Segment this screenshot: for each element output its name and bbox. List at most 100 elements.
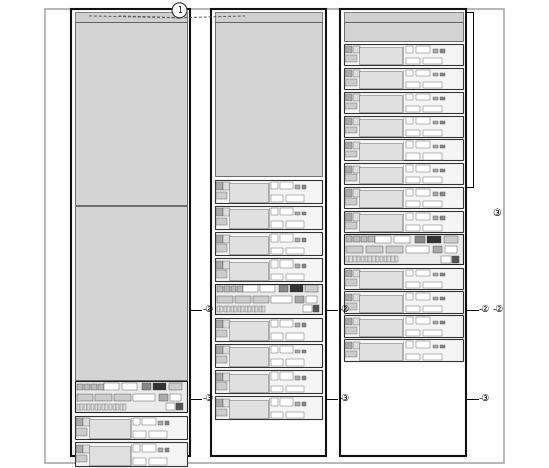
Bar bbox=[440, 168, 445, 172]
Bar bbox=[415, 236, 424, 242]
Bar bbox=[102, 404, 105, 410]
Bar bbox=[216, 218, 227, 226]
Bar bbox=[345, 175, 357, 181]
Bar bbox=[433, 246, 442, 253]
Bar bbox=[433, 273, 438, 277]
Bar bbox=[433, 73, 438, 76]
Bar bbox=[98, 384, 104, 390]
Bar bbox=[216, 356, 227, 364]
Bar bbox=[345, 190, 352, 197]
Bar bbox=[353, 118, 360, 125]
Bar bbox=[76, 445, 82, 453]
Bar bbox=[416, 317, 430, 324]
Bar bbox=[406, 130, 419, 136]
Bar bbox=[346, 256, 349, 262]
Bar bbox=[223, 182, 229, 190]
Bar bbox=[271, 333, 283, 340]
Bar bbox=[344, 339, 463, 361]
Bar bbox=[98, 404, 101, 410]
Bar bbox=[229, 321, 268, 340]
Bar bbox=[376, 256, 379, 262]
Bar bbox=[223, 208, 229, 216]
Bar bbox=[104, 383, 119, 390]
Bar bbox=[109, 404, 112, 410]
Text: -②: -② bbox=[203, 305, 214, 314]
Bar bbox=[91, 404, 94, 410]
Bar bbox=[312, 306, 319, 312]
Bar bbox=[215, 396, 322, 419]
Bar bbox=[149, 458, 167, 465]
Bar bbox=[345, 151, 357, 157]
Bar bbox=[113, 404, 116, 410]
Bar bbox=[433, 121, 438, 124]
Bar bbox=[280, 346, 293, 353]
Bar bbox=[346, 246, 363, 253]
Bar bbox=[360, 71, 402, 88]
Bar bbox=[344, 315, 463, 337]
Bar bbox=[216, 320, 223, 328]
Bar bbox=[423, 306, 442, 312]
Bar bbox=[344, 292, 463, 313]
Bar bbox=[216, 271, 227, 278]
Bar bbox=[83, 445, 90, 453]
Bar bbox=[280, 208, 293, 215]
Bar bbox=[440, 216, 445, 219]
Bar bbox=[216, 182, 223, 190]
Bar bbox=[235, 296, 251, 303]
Bar bbox=[280, 234, 293, 241]
Bar bbox=[406, 246, 429, 253]
Bar bbox=[216, 330, 227, 337]
Bar bbox=[91, 384, 97, 390]
Bar bbox=[295, 402, 300, 406]
Bar bbox=[80, 404, 83, 410]
Bar bbox=[133, 417, 140, 425]
Bar bbox=[216, 399, 223, 407]
Bar bbox=[416, 46, 430, 52]
Bar bbox=[216, 382, 227, 390]
Bar bbox=[406, 201, 419, 207]
Bar bbox=[271, 296, 292, 303]
Bar bbox=[215, 12, 322, 22]
Bar bbox=[444, 236, 458, 242]
Bar bbox=[433, 321, 438, 324]
Bar bbox=[116, 404, 119, 410]
Bar bbox=[87, 404, 91, 410]
Bar bbox=[406, 330, 419, 336]
Bar bbox=[271, 274, 283, 280]
Bar bbox=[406, 165, 413, 172]
Bar bbox=[216, 373, 223, 380]
Bar bbox=[360, 167, 402, 183]
Bar bbox=[423, 354, 442, 360]
Bar bbox=[416, 70, 430, 76]
Bar bbox=[353, 294, 360, 301]
Bar bbox=[353, 270, 360, 278]
Bar bbox=[345, 342, 352, 349]
Bar bbox=[216, 244, 227, 252]
Bar bbox=[215, 318, 322, 341]
Bar bbox=[344, 187, 463, 208]
Bar bbox=[301, 323, 306, 327]
Bar bbox=[344, 92, 463, 113]
Bar bbox=[229, 183, 268, 202]
Text: -②: -② bbox=[338, 305, 350, 314]
Bar bbox=[295, 323, 300, 327]
Bar bbox=[345, 142, 352, 149]
Bar bbox=[76, 428, 87, 436]
Bar bbox=[295, 185, 300, 189]
Bar bbox=[133, 431, 146, 438]
Bar bbox=[406, 94, 413, 100]
Bar bbox=[237, 286, 243, 292]
Bar bbox=[229, 262, 268, 280]
Bar bbox=[217, 296, 233, 303]
Bar bbox=[423, 330, 442, 336]
Bar bbox=[416, 270, 430, 277]
Bar bbox=[286, 386, 304, 392]
Bar bbox=[271, 320, 278, 327]
Bar bbox=[295, 376, 300, 380]
Bar bbox=[406, 225, 419, 231]
Bar bbox=[433, 192, 438, 196]
Bar bbox=[353, 213, 360, 220]
Bar bbox=[75, 22, 187, 205]
Bar bbox=[353, 236, 360, 242]
Bar bbox=[406, 117, 413, 124]
